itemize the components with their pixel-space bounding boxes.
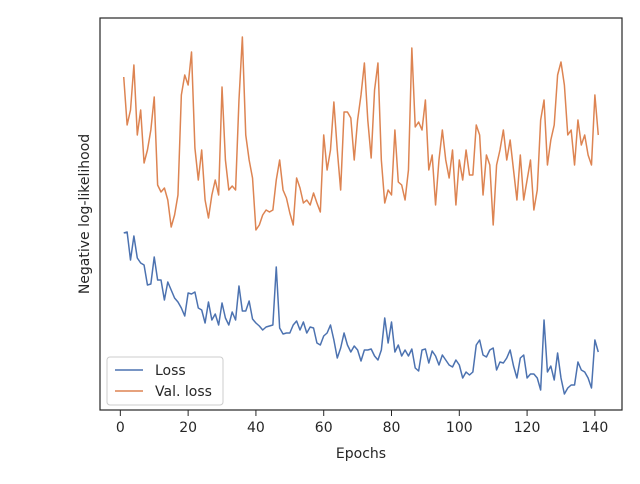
y-axis-label: Negative log-likelihood — [77, 134, 93, 294]
x-axis-label: Epochs — [336, 446, 386, 462]
legend-label: Val. loss — [155, 384, 212, 400]
x-tick-label: 20 — [179, 420, 197, 436]
line-series — [122, 36, 600, 231]
x-tick-label: 140 — [582, 420, 609, 436]
x-tick-label: 120 — [514, 420, 541, 436]
plot-frame — [99, 17, 623, 411]
legend-label: Loss — [155, 363, 186, 379]
x-tick-label: 40 — [247, 420, 265, 436]
x-tick-label: 100 — [446, 420, 473, 436]
x-tick-label: 0 — [116, 420, 125, 436]
line-series — [123, 231, 599, 395]
x-tick-label: 60 — [315, 420, 333, 436]
legend-box — [106, 356, 224, 406]
x-tick-label: 80 — [383, 420, 401, 436]
